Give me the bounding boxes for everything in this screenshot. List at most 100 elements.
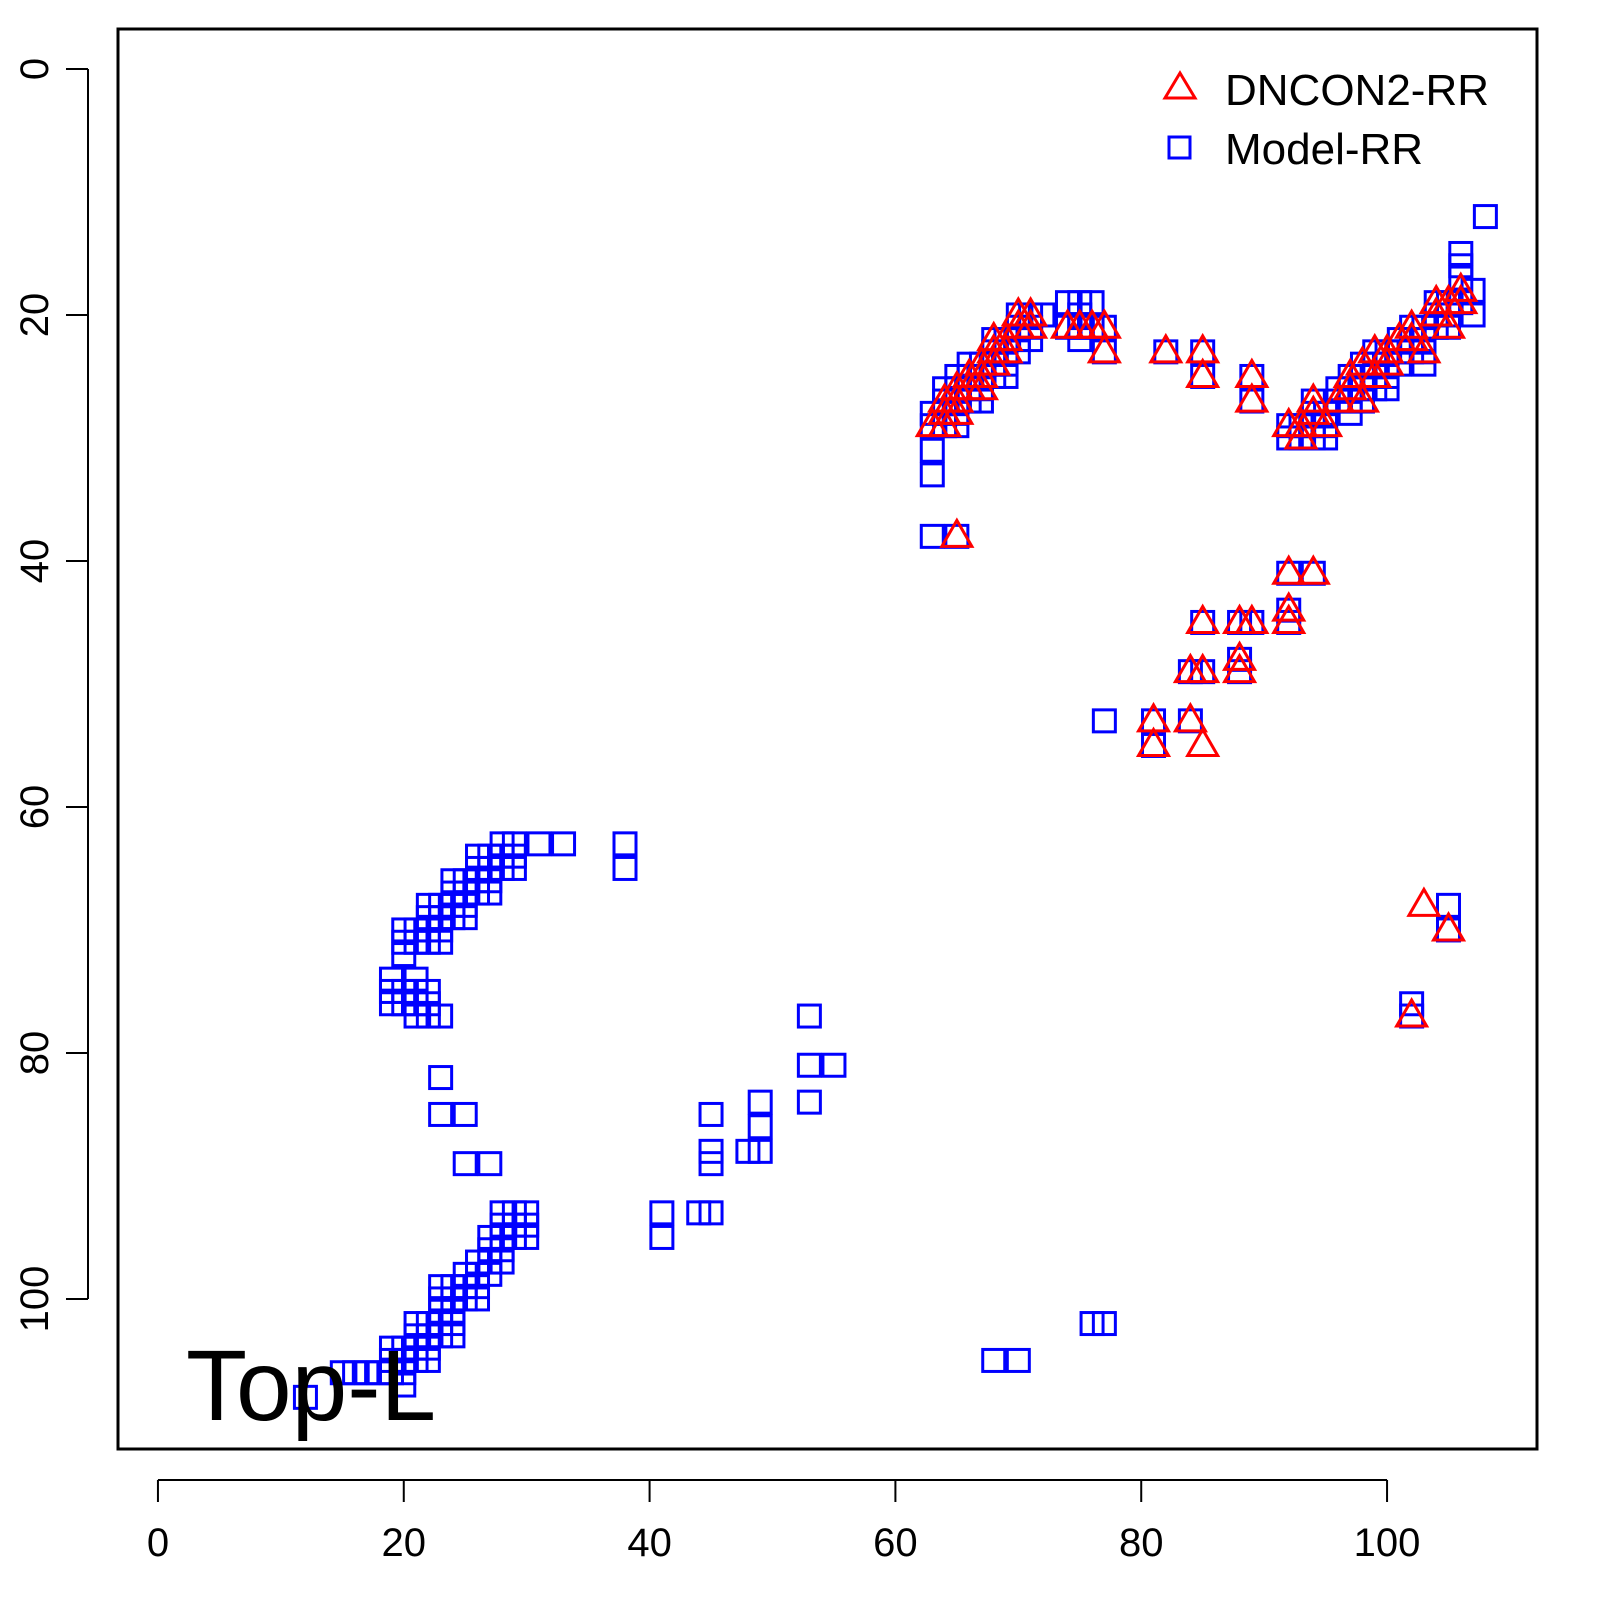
dncon2-rr-point [1185,603,1221,634]
model-rr-point [428,1101,454,1127]
annotation-top-l: Top-L [186,1330,436,1442]
dncon2-rr-point [1394,308,1430,339]
dncon2-rr-point [1307,406,1344,438]
dncon2-rr-point [939,517,975,548]
dncon2-rr-point [1394,320,1430,352]
dncon2-rr-point [1344,382,1381,413]
model-rr-point [698,1101,724,1127]
y-tick-label: 60 [13,785,57,830]
dncon2-rr-point [1283,418,1319,450]
model-rr-point [919,437,945,463]
model-rr-point [452,1101,478,1127]
dncon2-rr-point [963,369,1000,401]
y-tick-label: 20 [13,293,57,338]
dncon2-rr-point [1185,652,1221,684]
model-rr-point [796,1089,822,1115]
model-rr-point [1091,1311,1117,1337]
model-rr-point [612,831,638,857]
model-rr-point [551,831,577,857]
model-rr-point [796,1052,822,1078]
model-rr-point [501,855,527,881]
dncon2-rr-point [1185,357,1221,388]
model-rr-point [292,1384,318,1410]
dncon2-rr-point [1148,332,1184,364]
legend-triangle-icon [1162,70,1198,100]
legend-square-icon [1167,135,1192,160]
model-rr-point [698,1200,724,1226]
dncon2-rr-point [1394,997,1430,1028]
dncon2-rr-point [1271,554,1307,585]
model-rr-point [415,1347,441,1373]
dncon2-rr-point [1430,308,1467,339]
plot-frame [116,27,1539,1451]
dncon2-rr-point [1185,726,1221,757]
dncon2-rr-point [1443,283,1479,315]
model-rr-point [391,1372,417,1398]
y-tick-label: 100 [13,1266,57,1333]
model-rr-point [649,1200,675,1226]
dncon2-rr-point [939,394,975,425]
model-rr-point [452,1151,478,1177]
dncon2-rr-point [1271,591,1307,622]
model-rr-point [796,1003,822,1029]
model-rr-point [698,1151,724,1177]
dncon2-rr-point [1234,382,1270,413]
x-tick-label: 0 [147,1521,169,1565]
y-tick-label: 80 [13,1031,57,1076]
model-rr-point [919,523,945,549]
dncon2-rr-point [988,332,1024,364]
dncon2-rr-point [1013,295,1049,327]
y-tick-label: 40 [13,539,57,584]
dncon2-rr-point [1295,394,1331,425]
model-rr-point [981,1347,1007,1373]
dncon2-rr-point [1221,640,1258,671]
dncon2-rr-point [1369,345,1405,376]
legend-label-dncon2: DNCON2-RR [1225,66,1489,115]
axes: 0 20 40 60 80 100 0 20 40 60 80 100 [13,58,1420,1565]
model-rr-point [1005,1347,1031,1373]
model-rr-point [465,1286,491,1312]
model-rr-point [1460,302,1486,328]
x-tick-label: 20 [382,1521,427,1565]
dncon2-rr-point [1271,603,1307,634]
dncon2-rr-point [1135,726,1172,757]
model-rr-point [747,1114,773,1140]
model-rr-point [649,1224,675,1250]
dncon2-rr-point [1172,701,1208,733]
model-rr-point [993,363,1019,389]
model-rr-point [514,1224,540,1250]
model-rr-point [1091,708,1117,734]
dncon2-rr-point [1430,910,1467,942]
model-rr-point [440,1323,466,1349]
model-rr-point [1411,351,1437,377]
series-dncon2-rr [914,271,1479,1028]
model-rr-point [1472,204,1498,230]
dncon2-rr-point [1406,886,1442,917]
x-tick-label: 80 [1119,1521,1164,1565]
model-rr-point [1313,425,1339,451]
dncon2-rr-point [1406,332,1442,364]
model-rr-point [612,855,638,881]
model-rr-point [477,880,503,906]
model-rr-point [452,905,478,931]
legend: DNCON2-RR Model-RR [1162,66,1489,174]
dncon2-rr-point [1221,652,1258,684]
model-rr-point [919,462,945,488]
x-tick-label: 40 [627,1521,672,1565]
x-tick-label: 60 [873,1521,918,1565]
series-model-rr [292,204,1498,1410]
y-tick-label: 0 [13,58,57,80]
dncon2-rr-point [1295,554,1331,585]
model-rr-point [428,929,454,955]
data-marks [292,204,1498,1410]
legend-label-model: Model-RR [1225,125,1423,174]
model-rr-point [1374,376,1400,402]
model-rr-point [428,1065,454,1091]
model-rr-point [1018,327,1044,353]
model-rr-point [747,1089,773,1115]
dncon2-rr-point [1295,382,1331,413]
dncon2-rr-point [1234,603,1270,634]
model-rr-point [526,831,552,857]
model-rr-point [968,388,994,414]
